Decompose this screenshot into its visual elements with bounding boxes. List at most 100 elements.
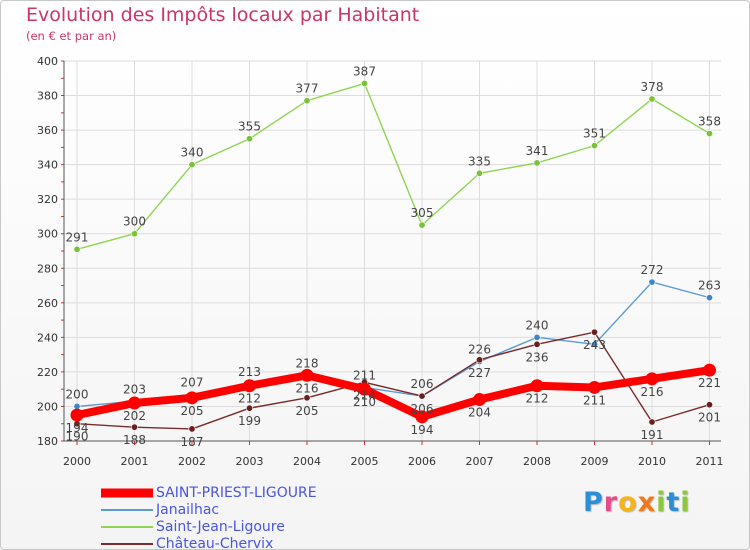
data-point-chateau-chervix [705, 401, 713, 409]
y-tick-label: 180 [37, 435, 58, 448]
data-point-saint-jean-ligoure [648, 95, 656, 103]
data-label-janailhac: 200 [66, 387, 89, 401]
data-label-saint-priest-ligoure: 212 [526, 392, 549, 406]
data-label-janailhac: 203 [123, 382, 146, 396]
data-label-janailhac: 263 [698, 279, 721, 293]
data-label-janailhac: 213 [238, 365, 261, 379]
data-point-janailhac [533, 333, 541, 341]
logo-letter: x [637, 487, 657, 518]
data-point-saint-priest-ligoure [473, 393, 486, 407]
x-tick-label: 2004 [293, 455, 321, 468]
data-label-chateau-chervix: 188 [123, 433, 146, 447]
data-label-saint-jean-ligoure: 335 [468, 154, 491, 168]
legend-item-janailhac: Janailhac [101, 501, 317, 518]
data-label-chateau-chervix: 191 [641, 428, 664, 442]
data-label-saint-priest-ligoure: 204 [468, 406, 491, 420]
data-point-saint-priest-ligoure [128, 396, 141, 410]
data-point-saint-jean-ligoure [590, 142, 598, 150]
data-label-saint-jean-ligoure: 305 [411, 206, 434, 220]
data-point-saint-priest-ligoure [588, 380, 601, 394]
data-label-chateau-chervix: 201 [698, 411, 721, 425]
data-point-saint-priest-ligoure [358, 382, 371, 396]
y-tick-label: 380 [37, 90, 58, 103]
data-point-saint-priest-ligoure [300, 368, 314, 382]
y-tick-label: 260 [37, 297, 58, 310]
data-point-janailhac [590, 340, 598, 348]
y-tick-label: 400 [37, 55, 58, 68]
legend-label: SAINT-PRIEST-LIGOURE [156, 484, 317, 501]
logo-letter: t [666, 487, 681, 518]
x-tick-label: 2002 [178, 455, 206, 468]
data-label-janailhac: 206 [411, 377, 434, 391]
data-label-saint-priest-ligoure: 202 [123, 409, 146, 423]
data-label-saint-jean-ligoure: 378 [641, 80, 664, 94]
data-label-saint-priest-ligoure: 216 [641, 385, 664, 399]
data-label-saint-priest-ligoure: 216 [296, 381, 319, 395]
x-tick-label: 2008 [523, 455, 551, 468]
data-point-saint-jean-ligoure [533, 159, 541, 167]
proxiti-logo: Proxiti [583, 487, 691, 518]
data-point-saint-jean-ligoure [246, 135, 254, 143]
data-point-chateau-chervix [246, 404, 254, 412]
data-label-saint-jean-ligoure: 351 [583, 127, 606, 141]
legend-label: Château-Chervix [156, 535, 274, 550]
logo-letter: i [680, 487, 691, 518]
data-label-janailhac: 218 [296, 356, 319, 370]
x-tick-label: 2006 [408, 455, 436, 468]
chart-title: Evolution des Impôts locaux par Habitant [26, 4, 420, 26]
data-label-chateau-chervix: 227 [468, 366, 491, 380]
data-point-saint-priest-ligoure [703, 363, 716, 377]
data-label-saint-jean-ligoure: 291 [66, 230, 89, 244]
data-label-saint-jean-ligoure: 300 [123, 215, 146, 229]
logo-letter: o [618, 487, 638, 518]
series-line-saint-jean-ligoure [76, 82, 711, 250]
legend: SAINT-PRIEST-LIGOURE Janailhac Saint-Jea… [101, 484, 317, 550]
data-label-chateau-chervix: 206 [411, 402, 434, 416]
y-tick-label: 200 [37, 400, 58, 413]
x-tick-label: 2010 [638, 455, 666, 468]
y-tick-label: 280 [37, 262, 58, 275]
data-label-saint-priest-ligoure: 194 [411, 423, 434, 437]
x-tick-label: 2005 [351, 455, 379, 468]
y-tick-label: 240 [37, 331, 58, 344]
legend-item-saint-priest-ligoure: SAINT-PRIEST-LIGOURE [101, 484, 317, 501]
data-point-saint-jean-ligoure [418, 221, 426, 229]
y-tick-label: 320 [37, 193, 58, 206]
data-point-saint-priest-ligoure [185, 391, 199, 405]
data-label-janailhac: 240 [526, 318, 549, 332]
data-point-saint-jean-ligoure [303, 97, 311, 105]
x-tick-label: 2011 [696, 455, 724, 468]
data-point-chateau-chervix [475, 356, 483, 364]
data-label-saint-priest-ligoure: 194 [66, 421, 89, 435]
logo-letter: i [656, 487, 667, 518]
data-point-chateau-chervix [590, 328, 598, 336]
legend-item-saint-jean-ligoure: Saint-Jean-Ligoure [101, 518, 317, 535]
data-point-saint-priest-ligoure [645, 372, 659, 386]
data-label-chateau-chervix: 214 [353, 388, 376, 402]
data-point-saint-jean-ligoure [188, 161, 196, 169]
data-label-saint-jean-ligoure: 355 [238, 120, 261, 134]
x-tick-label: 2009 [581, 455, 609, 468]
data-label-chateau-chervix: 236 [526, 350, 549, 364]
data-label-saint-jean-ligoure: 341 [526, 144, 549, 158]
data-point-chateau-chervix [131, 423, 139, 431]
data-point-chateau-chervix [188, 425, 196, 433]
data-point-chateau-chervix [648, 418, 656, 426]
data-label-saint-priest-ligoure: 205 [181, 404, 204, 418]
data-point-saint-jean-ligoure [360, 79, 368, 87]
data-label-chateau-chervix: 243 [583, 338, 606, 352]
data-label-janailhac: 207 [181, 375, 204, 389]
data-label-chateau-chervix: 190 [66, 430, 89, 444]
y-tick-label: 220 [37, 366, 58, 379]
data-point-chateau-chervix [533, 340, 541, 348]
data-point-saint-jean-ligoure [131, 230, 139, 238]
data-label-saint-priest-ligoure: 210 [353, 395, 376, 409]
data-point-saint-jean-ligoure [475, 169, 483, 177]
legend-swatch [101, 538, 153, 550]
data-label-janailhac: 226 [468, 343, 491, 357]
data-point-saint-priest-ligoure [243, 379, 256, 393]
data-label-saint-jean-ligoure: 377 [296, 82, 319, 96]
x-tick-label: 2000 [63, 455, 91, 468]
